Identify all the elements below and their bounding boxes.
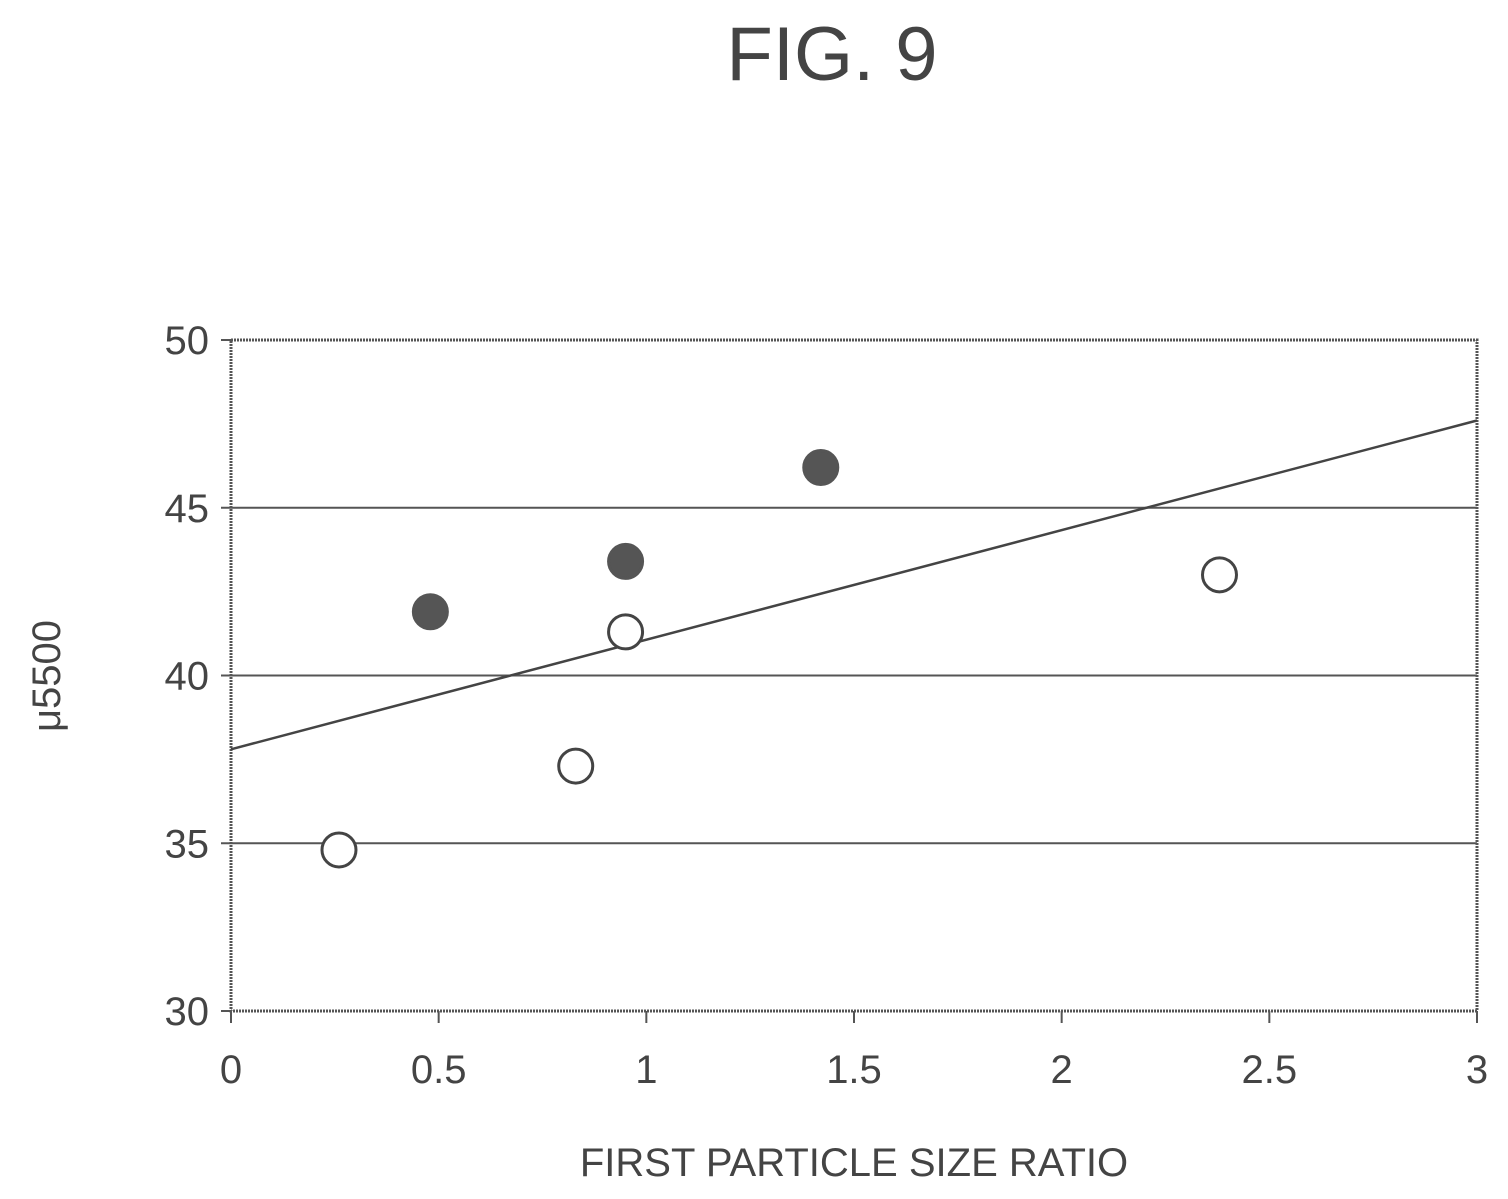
trendline-layer — [230, 419, 1478, 751]
x-tick-label: 0.5 — [411, 1048, 467, 1092]
x-tick-label: 3 — [1466, 1048, 1488, 1092]
x-tick-label: 0 — [220, 1048, 242, 1092]
x-axis-label: FIRST PARTICLE SIZE RATIO — [580, 1141, 1128, 1185]
data-point-open — [320, 831, 358, 869]
data-point-filled — [607, 542, 645, 580]
x-tick-label: 2.5 — [1242, 1048, 1298, 1092]
x-tick-labels: 0 0.5 1 1.5 2 2.5 3 — [220, 1011, 1488, 1092]
x-tick-label: 2 — [1051, 1048, 1073, 1092]
data-points-layer — [320, 448, 1238, 869]
data-point-filled — [802, 448, 840, 486]
y-axis-label: μ5500 — [25, 620, 69, 732]
y-tick-label: 30 — [165, 990, 210, 1034]
y-tick-label: 35 — [165, 822, 210, 866]
grid-layer — [231, 506, 1477, 845]
data-point-open — [557, 747, 595, 785]
y-tick-labels: 30 35 40 45 50 — [165, 319, 231, 1034]
trendline — [230, 419, 1478, 751]
y-tick-label: 45 — [165, 487, 210, 531]
data-point-filled — [411, 593, 449, 631]
y-tick-label: 40 — [165, 655, 210, 699]
x-tick-label: 1.5 — [826, 1048, 882, 1092]
data-point-open — [607, 613, 645, 651]
data-point-open — [1200, 556, 1238, 594]
x-tick-label: 1 — [635, 1048, 657, 1092]
figure-title: FIG. 9 — [726, 12, 937, 97]
y-tick-label: 50 — [165, 319, 210, 363]
